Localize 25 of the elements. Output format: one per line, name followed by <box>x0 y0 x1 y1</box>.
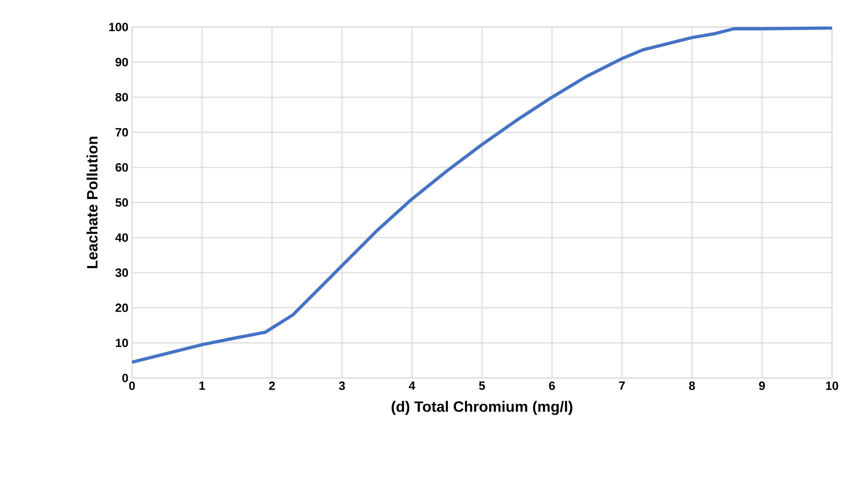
y-tick-label: 100 <box>109 22 128 32</box>
y-tick-label: 10 <box>116 338 128 348</box>
y-tick-label: 50 <box>116 198 128 207</box>
x-tick-label: 2 <box>269 382 275 390</box>
x-tick-label: 0 <box>129 382 135 390</box>
x-tick-label: 7 <box>619 382 625 390</box>
y-tick-label: 90 <box>116 58 128 66</box>
x-tick-label: 4 <box>408 382 416 390</box>
line-series <box>130 26 834 364</box>
y-tick-label: 20 <box>116 304 128 312</box>
y-tick-label: 70 <box>116 128 128 137</box>
x-tick-label: 3 <box>338 382 345 390</box>
x-tick-label: 9 <box>759 382 765 390</box>
y-tick-label: 30 <box>115 268 128 277</box>
x-tick-label: 5 <box>479 382 485 390</box>
x-tick-label: 8 <box>689 382 695 390</box>
y-axis-title: Leachate Pollution <box>86 136 98 268</box>
y-tick-label: 40 <box>115 233 128 242</box>
x-tick-label: 1 <box>199 382 206 390</box>
y-tick-label: 80 <box>116 92 128 102</box>
x-tick-label: 6 <box>549 382 555 390</box>
y-tick-label: 60 <box>116 163 128 172</box>
x-tick-label: 10 <box>826 382 838 390</box>
y-tick-label: 0 <box>122 374 128 382</box>
x-axis-title: (d) Total Chromium (mg/l) <box>392 400 572 415</box>
